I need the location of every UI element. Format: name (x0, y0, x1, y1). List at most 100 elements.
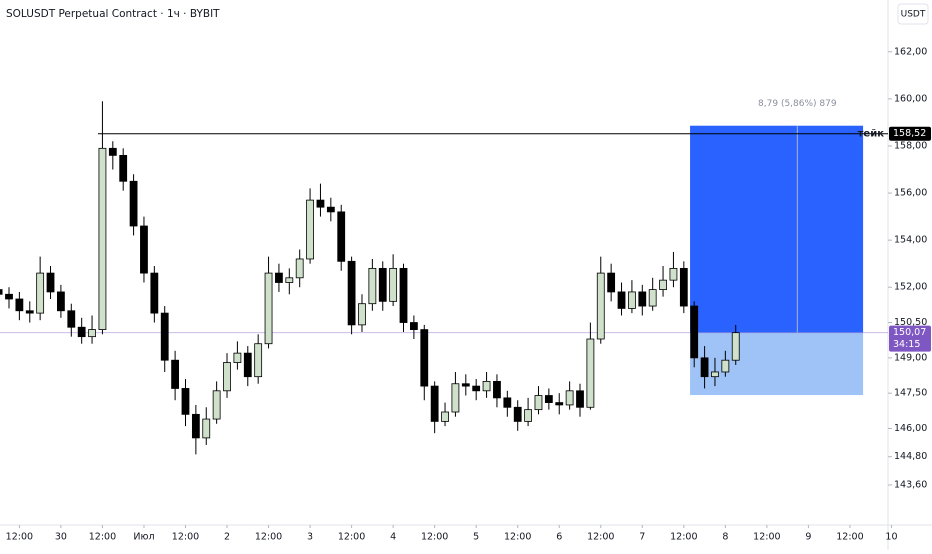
candle-body (316, 199, 325, 208)
candle-body (472, 385, 481, 392)
x-tick-label: 4 (390, 532, 396, 543)
candle-body (441, 411, 449, 422)
profit-zone (690, 125, 864, 333)
position-label: 8,79 (5,86%) 879 (758, 99, 837, 109)
loss-zone (690, 332, 864, 396)
candle-body (223, 362, 231, 392)
x-tick-label: 6 (556, 532, 562, 543)
candle-body (285, 277, 294, 283)
candle-body (119, 154, 128, 182)
candle-body (0, 289, 3, 295)
candle-body (648, 289, 657, 307)
candle-body (46, 272, 55, 293)
candle-body (181, 388, 190, 415)
candle-body (700, 357, 709, 378)
countdown-label: 34:15 (893, 339, 920, 350)
unit-box[interactable] (897, 3, 929, 25)
level-text: тейк (858, 129, 885, 140)
x-tick-label: 12:00 (753, 532, 780, 543)
x-tick-label: 12:00 (255, 532, 282, 543)
y-tick-label: 147,50 (894, 388, 927, 399)
candle-body (430, 385, 439, 422)
candle-body (565, 390, 574, 406)
candle-body (731, 332, 740, 361)
candle-body (212, 390, 221, 420)
x-tick-label: 3 (307, 532, 313, 543)
candle-body (534, 395, 543, 411)
x-tick-label: 10 (885, 532, 897, 543)
candle-body (358, 303, 366, 326)
candle-body (67, 310, 76, 328)
candle-body (679, 267, 688, 307)
y-tick-label: 146,00 (894, 423, 927, 434)
candle-body (555, 402, 564, 406)
candle-body (690, 305, 699, 359)
candle-body (171, 359, 180, 389)
x-tick-label: 5 (473, 532, 479, 543)
x-tick-label: 12:00 (421, 532, 448, 543)
candle-body (576, 390, 584, 408)
candle-body (617, 291, 626, 309)
candle-body (15, 298, 24, 312)
candle-body (513, 406, 522, 422)
x-tick-label: 12:00 (338, 532, 365, 543)
candle-body (638, 291, 647, 307)
candle-body (399, 267, 408, 323)
x-tick-label: Июл (133, 532, 154, 543)
candle-body (596, 272, 605, 340)
y-tick-label: 160,00 (894, 93, 927, 104)
x-tick-label: 30 (55, 532, 67, 543)
candle-body (544, 395, 553, 403)
level-price-label: 158,52 (893, 128, 926, 139)
x-tick-label: 7 (639, 532, 645, 543)
candle-body (337, 211, 346, 262)
candle-body (409, 322, 418, 330)
last-price-box (889, 325, 931, 352)
candle-body (711, 371, 719, 378)
candle-body (378, 267, 387, 302)
candle-body (493, 380, 501, 399)
candle-body (326, 206, 335, 213)
candle-body (524, 409, 532, 422)
candle-body (669, 267, 678, 281)
candle-body (389, 267, 398, 302)
candle-body (295, 258, 304, 279)
candle-body (129, 180, 138, 227)
candle-body (306, 199, 314, 260)
y-tick-label: 144,80 (894, 451, 927, 462)
y-tick-label: 162,00 (894, 46, 927, 57)
y-tick-label: 152,00 (894, 282, 927, 293)
x-tick-label: 9 (805, 532, 811, 543)
candle-body (368, 267, 377, 305)
x-tick-label: 12:00 (172, 532, 199, 543)
candle-body (25, 310, 34, 314)
candle-body (347, 260, 356, 326)
x-tick-label: 12:00 (587, 532, 614, 543)
candle-body (275, 272, 283, 283)
candle-body (108, 147, 117, 156)
x-tick-label: 2 (224, 532, 230, 543)
candle-body (586, 338, 595, 408)
candle-body (482, 380, 491, 392)
candle-body (191, 413, 200, 439)
candle-body (57, 291, 65, 312)
candle-body (150, 272, 159, 314)
candle-body (503, 397, 512, 408)
x-tick-label: 8 (722, 532, 728, 543)
candle-body (140, 225, 148, 274)
candle-body (607, 272, 616, 293)
candle-body (5, 293, 13, 300)
candle-body (36, 272, 45, 314)
candle-body (202, 418, 211, 439)
unit-label: USDT (901, 10, 926, 20)
y-tick-label: 149,00 (894, 352, 927, 363)
x-tick-label: 12:00 (6, 532, 33, 543)
candle-body (77, 326, 86, 338)
candle-body (628, 291, 636, 309)
x-tick-label: 12:00 (504, 532, 531, 543)
candle-body (233, 352, 242, 363)
last-price-label: 150,07 (893, 327, 926, 338)
candle-body (451, 383, 460, 413)
candle-body (88, 329, 96, 338)
x-tick-label: 12:00 (670, 532, 697, 543)
